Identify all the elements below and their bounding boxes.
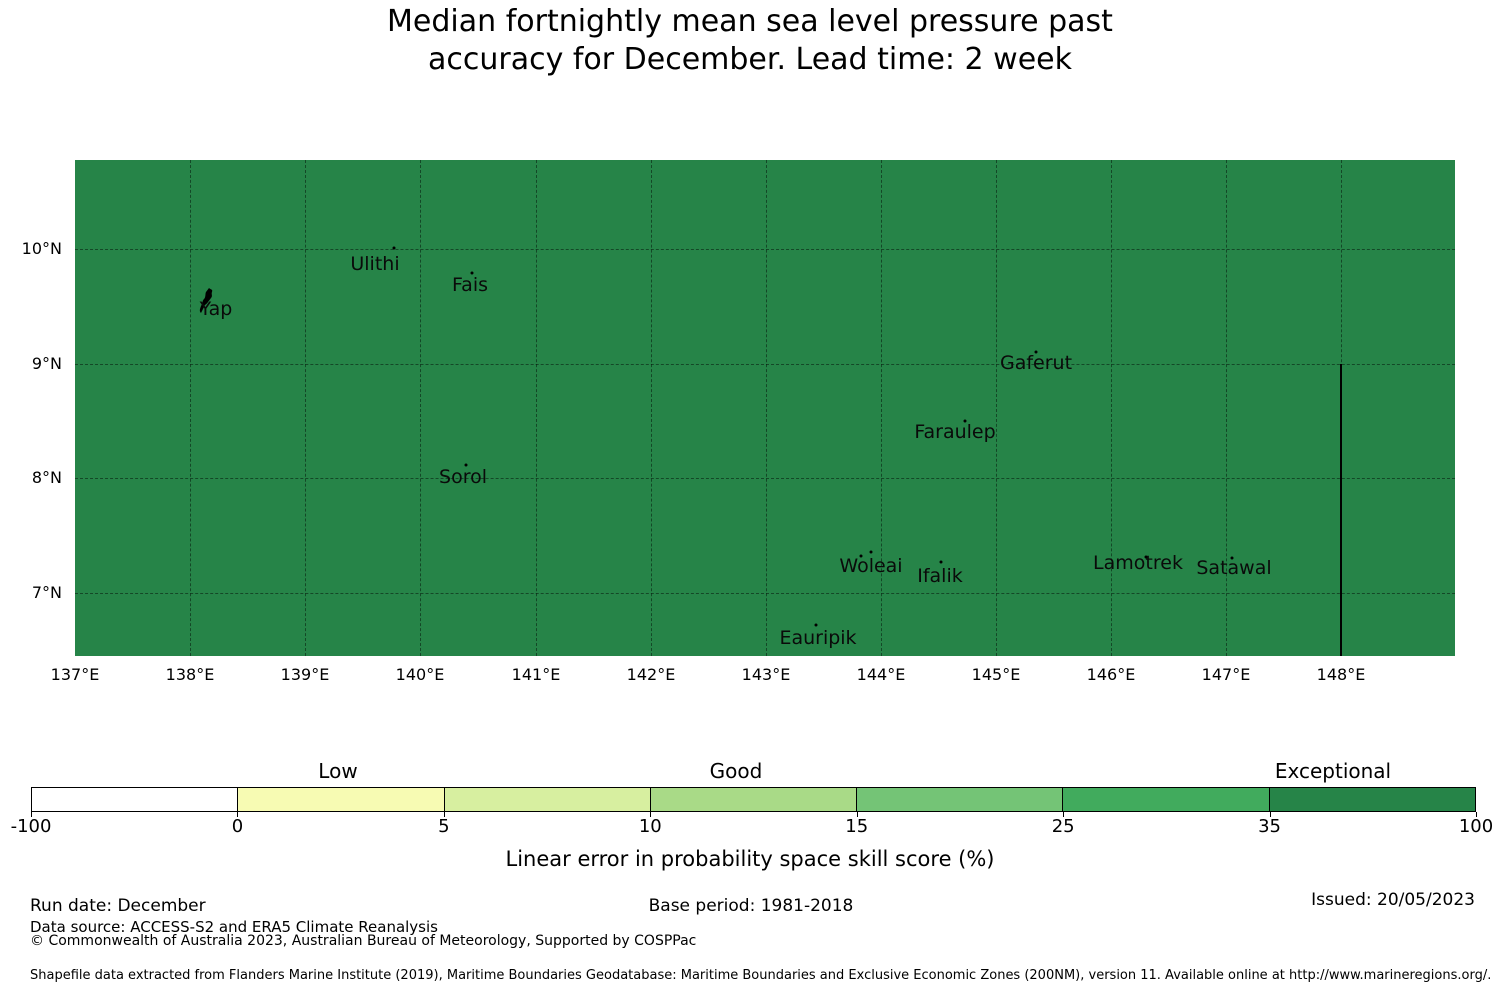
island-marker-lamotrek: [1144, 555, 1148, 559]
gridline-horizontal: [75, 478, 1455, 479]
colorbar-category-low: Low: [318, 759, 358, 783]
gridline-vertical: [190, 160, 191, 656]
island-label-gaferut: Gaferut: [999, 352, 1073, 374]
gridline-horizontal: [75, 249, 1455, 250]
data-source-text: Data source: ACCESS-S2 and ERA5 Climate …: [30, 918, 438, 936]
x-tick-146e: 146°E: [1086, 665, 1136, 684]
gridline-vertical: [305, 160, 306, 656]
colorbar-tick-10: 10: [638, 816, 662, 837]
island-label-woleai: Woleai: [839, 555, 903, 577]
gridline-vertical: [766, 160, 767, 656]
x-tick-145e: 145°E: [971, 665, 1021, 684]
island-label-sorol: Sorol: [439, 466, 487, 488]
island-marker-woleai: [859, 554, 863, 558]
colorbar: [31, 787, 1476, 812]
gridline-horizontal: [75, 593, 1455, 594]
colorbar-segment-1: [238, 788, 445, 811]
colorbar-tick-35: 35: [1258, 816, 1282, 837]
x-tick-140e: 140°E: [395, 665, 445, 684]
maritime-boundary-line: [1340, 364, 1342, 656]
x-tick-148e: 148°E: [1316, 665, 1366, 684]
run-date-text: Run date: December: [30, 896, 206, 916]
colorbar-category-exceptional: Exceptional: [1274, 759, 1392, 783]
x-tick-138e: 138°E: [165, 665, 215, 684]
colorbar-tick-15: 15: [845, 816, 869, 837]
colorbar-tick-5: 5: [438, 816, 450, 837]
colorbar-category-good: Good: [709, 759, 763, 783]
gridline-vertical: [996, 160, 997, 656]
x-tick-137e: 137°E: [50, 665, 100, 684]
colorbar-tickmark-0: [237, 812, 239, 817]
island-marker-gaferut: [1034, 350, 1038, 354]
colorbar-segment-3: [650, 788, 858, 811]
island-label-ifalik: Ifalik: [917, 565, 963, 587]
island-marker-fais: [470, 271, 474, 275]
map-area: Yap Ulithi Fais Sorol Gaferut Faraulep Woleai I…: [75, 160, 1455, 656]
colorbar-segment-4: [857, 788, 1064, 811]
x-tick-147e: 147°E: [1201, 665, 1251, 684]
gridline-vertical: [1111, 160, 1112, 656]
colorbar-tickmark-25: [1063, 812, 1065, 817]
gridline-horizontal: [75, 364, 1455, 365]
gridline-vertical: [1226, 160, 1227, 656]
issued-date-text: Issued: 20/05/2023: [1311, 890, 1475, 910]
x-tick-141e: 141°E: [511, 665, 561, 684]
island-marker-sorol: [464, 463, 468, 467]
y-tick-10n: 10°N: [21, 239, 62, 258]
y-tick-8n: 8°N: [31, 468, 62, 487]
x-tick-142e: 142°E: [626, 665, 676, 684]
island-label-fais: Fais: [451, 274, 489, 296]
colorbar-tickmark-100: [1476, 812, 1477, 817]
gridline-vertical: [651, 160, 652, 656]
chart-title-line2: accuracy for December. Lead time: 2 week: [427, 42, 1073, 77]
colorbar-tick-0: 0: [231, 816, 244, 837]
chart-title: Median fortnightly mean sea level pressu…: [0, 3, 1500, 79]
colorbar-tick-100: 100: [1458, 816, 1494, 837]
island-marker-ulithi: [392, 246, 396, 250]
colorbar-segment-2: [444, 788, 651, 811]
island-marker-satawal: [1230, 556, 1234, 560]
base-period-text: Base period: 1981-2018: [648, 896, 854, 916]
colorbar-tickmark--100: [31, 812, 32, 817]
colorbar-axis-label: Linear error in probability space skill …: [505, 847, 995, 871]
colorbar-segment-6: [1269, 788, 1475, 811]
island-label-satawal: Satawal: [1196, 557, 1272, 579]
gridline-vertical: [420, 160, 421, 656]
colorbar-tickmark-15: [856, 812, 858, 817]
island-shape-yap: [197, 288, 219, 318]
y-tick-9n: 9°N: [31, 354, 62, 373]
x-tick-139e: 139°E: [280, 665, 330, 684]
y-tick-7n: 7°N: [31, 583, 62, 602]
gridline-vertical: [536, 160, 537, 656]
island-marker-ifalik: [939, 560, 943, 564]
island-label-yap: Yap: [199, 298, 233, 320]
colorbar-segment-5: [1063, 788, 1270, 811]
island-label-faraulep: Faraulep: [914, 421, 996, 443]
copyright-text: © Commonwealth of Australia 2023, Austra…: [30, 933, 697, 949]
island-marker-faraulep: [963, 419, 967, 423]
island-label-ulithi: Ulithi: [350, 253, 400, 275]
colorbar-tick--100: -100: [10, 816, 52, 837]
island-label-lamotrek: Lamotrek: [1093, 552, 1183, 574]
colorbar-tickmark-10: [650, 812, 652, 817]
x-tick-144e: 144°E: [856, 665, 906, 684]
gridline-vertical: [881, 160, 882, 656]
island-marker-eauripik: [814, 623, 818, 627]
island-marker-woleai: [869, 550, 873, 554]
x-tick-143e: 143°E: [741, 665, 791, 684]
colorbar-segment-0: [32, 788, 239, 811]
colorbar-tickmark-5: [443, 812, 445, 817]
colorbar-tick-25: 25: [1051, 816, 1075, 837]
colorbar-tickmark-35: [1269, 812, 1271, 817]
island-label-eauripik: Eauripik: [779, 627, 857, 649]
shapefile-note-text: Shapefile data extracted from Flanders M…: [30, 968, 1492, 983]
chart-title-line1: Median fortnightly mean sea level pressu…: [387, 4, 1113, 39]
